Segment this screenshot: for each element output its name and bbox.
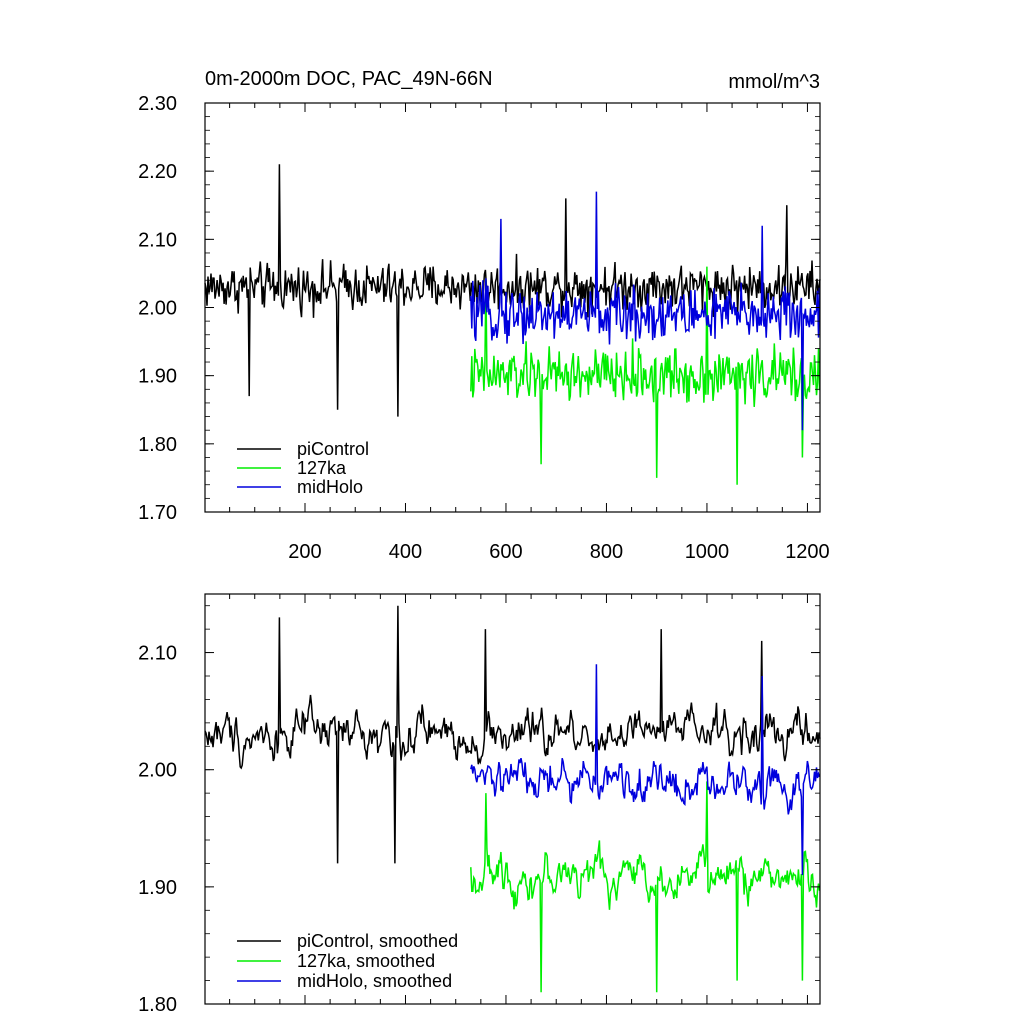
y-tick-label: 1.80 <box>138 434 177 456</box>
chart-title: 0m-2000m DOC, PAC_49N-66N <box>205 68 493 90</box>
series-line-midholo-smoothed <box>470 664 821 876</box>
legend-label: 127ka, smoothed <box>297 951 435 971</box>
y-tick-label: 2.10 <box>138 229 177 251</box>
series-line-127ka <box>470 266 821 485</box>
y-tick-label: 2.00 <box>138 298 177 320</box>
y-tick-label: 1.90 <box>138 366 177 388</box>
y-tick-label: 2.20 <box>138 161 177 183</box>
legend-label: 127ka <box>297 458 347 478</box>
bottom-panel-axes: 1.80 1.90 2.00 2.10 <box>138 594 820 1016</box>
legend-label: midHolo <box>297 477 363 497</box>
legend-label: piControl, smoothed <box>297 931 458 951</box>
series-line-midholo <box>470 191 821 431</box>
units-label: mmol/m^3 <box>728 71 820 93</box>
x-tick-label: 800 <box>590 541 623 563</box>
top-panel-series <box>204 164 821 485</box>
top-panel-axes: 1.70 1.80 1.90 2.00 2.10 2.20 2.30 200 400 600 800… <box>138 93 830 563</box>
y-tick-label: 2.30 <box>138 93 177 115</box>
x-tick-label: 200 <box>288 541 321 563</box>
y-tick-label: 1.70 <box>138 502 177 524</box>
legend-label: midHolo, smoothed <box>297 971 452 991</box>
y-tick-label: 2.10 <box>138 643 177 665</box>
x-tick-label: 1000 <box>685 541 730 563</box>
legend-label: piControl <box>297 439 369 459</box>
series-line-picontrol-smoothed <box>204 605 821 864</box>
x-tick-label: 1200 <box>785 541 830 563</box>
top-panel: 0m-2000m DOC, PAC_49N-66N mmol/m^3 1.701… <box>138 68 830 563</box>
y-tick-label: 1.90 <box>138 877 177 899</box>
bottom-panel-series <box>204 605 821 993</box>
x-tick-label: 400 <box>389 541 422 563</box>
series-line-127ka-smoothed <box>470 781 821 993</box>
bottom-panel: 1.80 1.90 2.00 2.10 piControl, smoothed127k… <box>138 593 821 1016</box>
series-line-picontrol <box>204 164 821 417</box>
x-tick-label: 600 <box>489 541 522 563</box>
y-tick-label: 2.00 <box>138 760 177 782</box>
y-tick-label: 1.80 <box>138 994 177 1016</box>
bottom-plot-frame <box>204 593 821 1005</box>
